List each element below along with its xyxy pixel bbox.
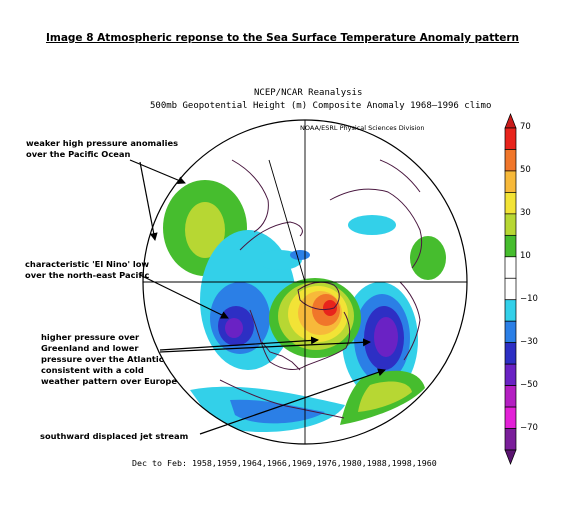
annotation-line: Greenland and lower [41,343,139,353]
page-title: Image 8 Atmospheric reponse to the Sea S… [45,32,520,44]
map-footer: Dec to Feb: 1958,1959,1964,1966,1969,197… [132,458,437,468]
colorbar-tick-label: 50 [520,164,531,175]
colorbar-swatch [504,192,517,215]
annotation-line: weaker high pressure anomalies [26,138,179,148]
colorbar-swatch [504,170,517,193]
colorbar-tick-label: −50 [520,379,538,390]
colorbar-tick-label: 70 [520,122,531,132]
colorbar-tick-label: −30 [520,336,538,347]
annotation-line: consistent with a cold [41,365,144,375]
colorbar-tick-label: −10 [520,293,538,304]
colorbar-swatch [504,406,517,429]
map-disc-border [142,119,468,445]
annotation-greenland-atlantic: higher pressure over Greenland and lower… [41,332,177,387]
colorbar-swatch [504,256,517,279]
colorbar-swatch [504,149,517,172]
colorbar-swatch [504,363,517,386]
map-title-line-1: NCEP/NCAR Reanalysis [254,88,363,98]
annotation-line: southward displaced jet stream [40,431,189,441]
graticule [143,120,467,444]
colorbar-tick-label: 30 [520,207,531,218]
annotation-jet-stream: southward displaced jet stream [40,431,188,442]
colorbar-swatch [504,277,517,301]
colorbar-swatch [504,342,517,365]
colorbar-swatch [504,299,517,322]
colorbar-swatch [504,428,517,451]
annotation-el-nino-low: characteristic 'El Nino' low over the no… [25,259,149,281]
colorbar-swatch [504,127,517,150]
colorbar-tick-label: 10 [520,250,531,261]
colorbar-swatch [504,320,517,344]
colorbar-swatch [504,385,517,408]
annotation-line: over the Pacific Ocean [26,149,131,159]
annotation-line: higher pressure over [41,332,140,342]
annotation-line: over the north-east Pacific [25,270,150,280]
colorbar-top-arrow [504,113,517,129]
colorbar-swatch [504,213,517,236]
coastlines [219,159,423,419]
map-credit: NOAA/ESRL Physical Sciences Division [300,124,425,132]
colorbar-swatch [504,234,517,258]
anomaly-fields [163,180,446,433]
annotation-line: weather pattern over Europe [41,376,178,386]
colorbar [504,113,517,465]
colorbar-bottom-arrow [504,449,517,465]
annotation-line: pressure over the Atlantic [41,354,164,364]
annotation-pacific-high: weaker high pressure anomalies over the … [26,138,178,160]
annotation-arrows [129,159,386,435]
colorbar-tick-label: −70 [520,422,538,433]
annotation-line: characteristic 'El Nino' low [25,259,150,269]
map-title-line-2: 500mb Geopotential Height (m) Composite … [150,101,492,111]
